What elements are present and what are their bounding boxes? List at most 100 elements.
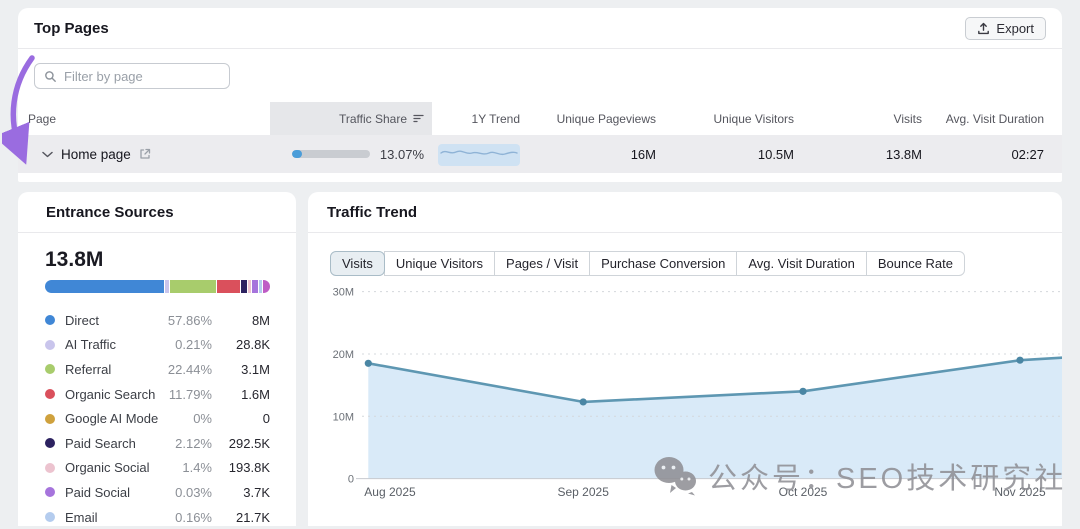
x-tick-label: Oct 2025 (779, 485, 828, 499)
legend-dot (45, 413, 55, 424)
trend-tab-pages-visit[interactable]: Pages / Visit (494, 251, 591, 276)
trend-tab-visits[interactable]: Visits (330, 251, 385, 276)
trend-tab-avg-visit-duration[interactable]: Avg. Visit Duration (736, 251, 867, 276)
page-link[interactable]: Home page (61, 146, 131, 162)
legend-row-email: Email 0.16% 21.7K (45, 505, 270, 529)
legend-value: 3.7K (243, 484, 270, 500)
sources-legend: Direct 57.86% 8M AI Traffic 0.21% 28.8K … (45, 308, 270, 529)
top-pages-panel: Top Pages Export Filter by page Page Tra… (18, 8, 1062, 182)
legend-value: 0 (262, 411, 270, 427)
table-row-home-page[interactable]: Home page 13.07% 16M (18, 135, 1062, 173)
legend-percent: 0.21% (175, 337, 212, 353)
legend-label: AI Traffic (65, 337, 117, 353)
traffic-share-bar (291, 150, 370, 158)
legend-dot (45, 512, 55, 523)
filter-row: Filter by page (18, 49, 1062, 95)
trend-tab-purchase-conversion[interactable]: Purchase Conversion (589, 251, 738, 276)
entrance-sources-title: Entrance Sources (46, 203, 174, 221)
legend-row-referral: Referral 22.44% 3.1M (45, 357, 270, 382)
legend-value: 21.7K (236, 509, 270, 525)
page-title: Top Pages (34, 19, 109, 37)
legend-dot (45, 487, 55, 498)
legend-row-paid-search: Paid Search 2.12% 292.5K (45, 431, 270, 456)
search-icon (44, 70, 57, 83)
legend-value: 28.8K (236, 337, 270, 353)
export-icon (977, 22, 990, 35)
legend-value: 8M (251, 312, 270, 328)
bar-segment-email (258, 280, 263, 293)
traffic-trend-chart: 0 10M 20M 30M Aug 2025 Sep 2025 Oct 2025 Nov 20… (333, 287, 1062, 499)
legend-dot (45, 389, 55, 400)
legend-label: Organic Search (65, 386, 156, 402)
chevron-down-icon[interactable] (42, 151, 53, 158)
bar-segment-direct (45, 280, 165, 293)
legend-value: 292.5K (228, 435, 270, 451)
y-tick-label: 0 (348, 474, 354, 486)
cell-avg-visit-duration: 02:27 (1011, 146, 1044, 162)
col-header-traffic-share[interactable]: Traffic Share (270, 102, 432, 135)
legend-row-google-ai-mode: Google AI Mode 0% 0 (45, 406, 270, 431)
legend-percent: 0.03% (175, 484, 212, 500)
legend-percent: 0% (193, 411, 212, 427)
legend-label: Direct (65, 312, 99, 328)
data-point-aug-2025 (364, 359, 372, 367)
bar-segment-organic-social (248, 280, 252, 293)
bar-segment-other (263, 280, 270, 293)
trend-tab-unique-visitors[interactable]: Unique Visitors (383, 251, 496, 276)
legend-row-organic-social: Organic Social 1.4% 193.8K (45, 456, 270, 481)
legend-row-paid-social: Paid Social 0.03% 3.7K (45, 480, 270, 505)
data-point-nov-2025 (1016, 356, 1024, 364)
col-header-page: Page (28, 111, 57, 126)
chart-area-fill (368, 357, 1062, 479)
x-tick-label: Aug 2025 (364, 485, 416, 499)
legend-label: Email (65, 509, 98, 525)
export-label: Export (996, 20, 1034, 36)
legend-percent: 57.86% (167, 312, 212, 328)
col-header-avg-visit-duration: Avg. Visit Duration (945, 111, 1044, 126)
legend-percent: 0.16% (175, 509, 212, 525)
legend-row-organic-search: Organic Search 11.79% 1.6M (45, 382, 270, 407)
bar-segment-paid-social (252, 280, 258, 293)
export-button[interactable]: Export (965, 16, 1046, 40)
top-pages-title-bar: Top Pages Export (18, 8, 1062, 49)
x-tick-label: Nov 2025 (994, 485, 1046, 499)
col-header-unique-pageviews: Unique Pageviews (556, 111, 656, 126)
legend-value: 3.1M (241, 361, 270, 377)
legend-percent: 2.12% (175, 435, 212, 451)
legend-label: Paid Search (65, 435, 136, 451)
legend-percent: 22.44% (167, 361, 212, 377)
entrance-sources-panel: Entrance Sources 13.8M Direct 57.86% 8M … (18, 192, 296, 526)
entrance-sources-total: 13.8M (45, 248, 104, 271)
y-tick-label: 10M (333, 411, 354, 423)
bar-segment-paid-search (240, 280, 248, 293)
data-point-sep-2025 (579, 398, 587, 406)
cell-unique-pageviews: 16M (630, 146, 656, 162)
cell-unique-visitors: 10.5M (757, 146, 794, 162)
bar-segment-ai-traffic (165, 280, 169, 293)
table-header: Page Traffic Share 1Y Trend Unique Pagev… (18, 102, 1062, 135)
legend-label: Organic Social (65, 460, 150, 476)
col-header-visits: Visits (893, 111, 922, 126)
bar-segment-referral (169, 280, 216, 293)
legend-row-ai-traffic: AI Traffic 0.21% 28.8K (45, 333, 270, 358)
bar-segment-organic-search (216, 280, 240, 293)
trend-sparkline (438, 142, 520, 167)
legend-label: Google AI Mode (65, 411, 159, 427)
traffic-share-value: 13.07% (379, 146, 424, 162)
cell-visits: 13.8M (885, 146, 922, 162)
y-tick-label: 20M (333, 349, 354, 361)
traffic-trend-title: Traffic Trend (327, 203, 418, 221)
legend-dot (45, 462, 55, 473)
external-link-icon[interactable] (139, 148, 151, 160)
legend-dot (45, 364, 55, 375)
legend-dot (45, 438, 55, 449)
legend-label: Paid Social (65, 484, 131, 500)
y-tick-label: 30M (333, 287, 354, 299)
legend-percent: 11.79% (168, 386, 212, 402)
x-tick-label: Sep 2025 (558, 485, 610, 499)
filter-input[interactable]: Filter by page (34, 63, 230, 89)
data-point-oct-2025 (799, 387, 807, 395)
legend-dot (45, 315, 55, 326)
col-header-1y-trend: 1Y Trend (471, 111, 520, 126)
trend-tab-bounce-rate[interactable]: Bounce Rate (865, 251, 965, 276)
